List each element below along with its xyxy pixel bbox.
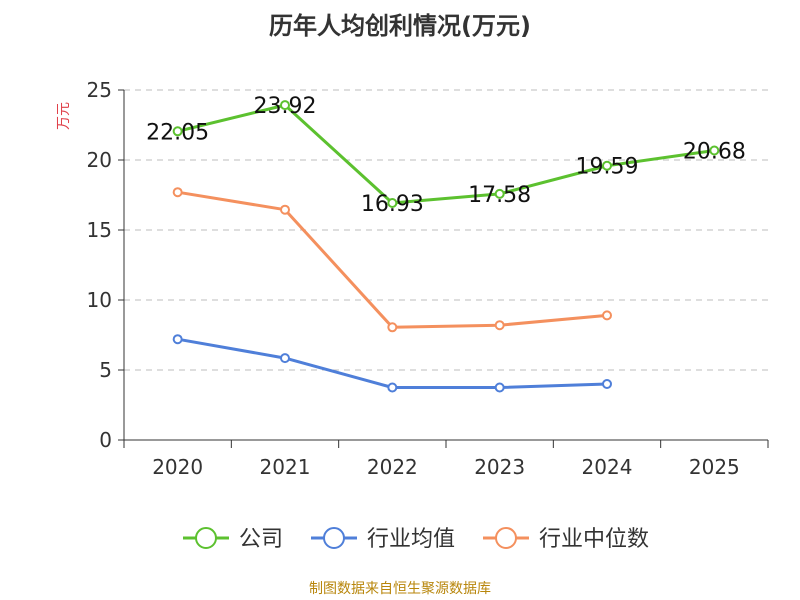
y-tick-label: 20 bbox=[87, 148, 112, 172]
data-point bbox=[172, 126, 183, 137]
data-point bbox=[387, 382, 398, 393]
x-tick-label: 2022 bbox=[367, 455, 418, 479]
x-tick-label: 2023 bbox=[474, 455, 525, 479]
data-point bbox=[494, 188, 505, 199]
data-point bbox=[172, 187, 183, 198]
data-point bbox=[602, 379, 612, 389]
data-point bbox=[280, 100, 290, 111]
data-label: 16.93 bbox=[361, 192, 424, 217]
data-point bbox=[280, 204, 290, 215]
x-tick-label: 2020 bbox=[152, 455, 203, 479]
legend-swatch-marker bbox=[323, 527, 345, 549]
x-tick-label: 2021 bbox=[260, 455, 311, 479]
data-point bbox=[602, 160, 612, 171]
y-tick-label: 15 bbox=[87, 218, 112, 242]
data-label: 22.05 bbox=[146, 120, 209, 145]
legend-item-2: 行业中位数 bbox=[483, 527, 649, 552]
data-point bbox=[494, 320, 505, 331]
legend-item-0: 公司 bbox=[183, 527, 283, 552]
data-label: 19.59 bbox=[576, 155, 639, 180]
source-note: 制图数据来自恒生聚源数据库 bbox=[309, 581, 491, 597]
legend-label: 行业中位数 bbox=[539, 527, 649, 552]
y-tick-label: 5 bbox=[99, 358, 112, 382]
data-label: 17.58 bbox=[468, 183, 531, 208]
series-line-0 bbox=[177, 103, 715, 205]
data-point bbox=[387, 197, 398, 208]
legend-swatch-marker bbox=[495, 527, 517, 549]
data-point bbox=[494, 382, 505, 393]
y-tick-label: 0 bbox=[99, 428, 112, 452]
legend-label: 行业均值 bbox=[367, 527, 455, 552]
data-point bbox=[709, 145, 720, 156]
x-tick-label: 2025 bbox=[689, 455, 740, 479]
data-point bbox=[172, 334, 183, 345]
data-label: 20.68 bbox=[683, 139, 746, 164]
legend-swatch-marker bbox=[195, 527, 217, 549]
data-point bbox=[280, 353, 290, 364]
legend-item-1: 行业均值 bbox=[311, 527, 455, 552]
data-label: 23.92 bbox=[254, 94, 317, 119]
data-point bbox=[387, 322, 398, 333]
data-point bbox=[602, 310, 612, 321]
chart-title: 历年人均创利情况(万元) bbox=[269, 12, 531, 40]
x-tick-label: 2024 bbox=[582, 455, 633, 479]
y-tick-label: 10 bbox=[87, 288, 112, 312]
y-tick-label: 25 bbox=[87, 78, 112, 102]
series-line-1 bbox=[177, 337, 608, 389]
legend-label: 公司 bbox=[239, 527, 283, 552]
